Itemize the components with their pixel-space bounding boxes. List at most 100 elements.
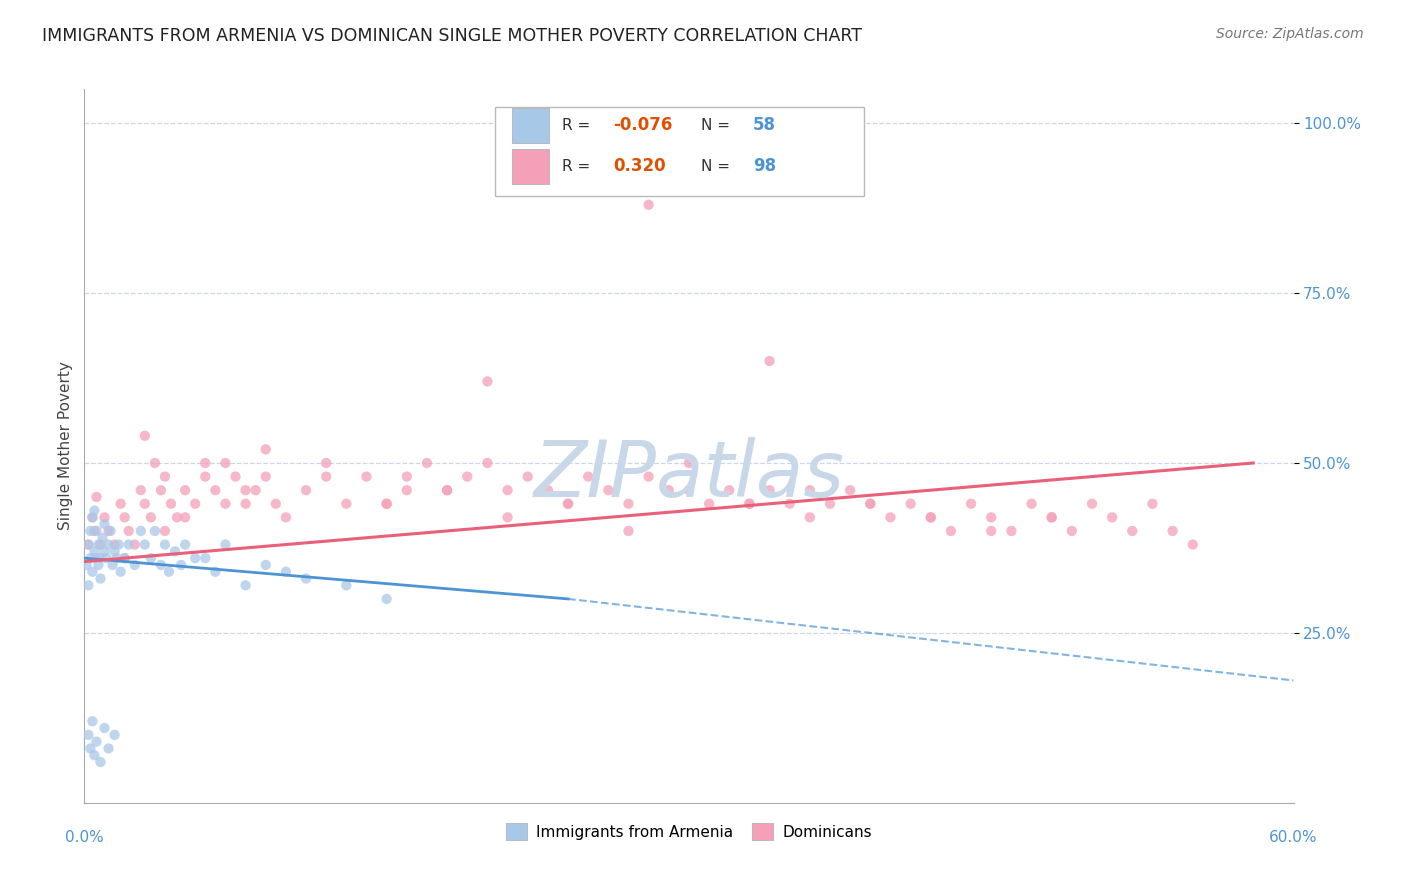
Point — [79, 741, 101, 756]
Point — [375, 497, 398, 511]
Point — [104, 537, 127, 551]
Point — [166, 510, 188, 524]
Point — [496, 483, 519, 498]
Point — [436, 483, 458, 498]
Point — [134, 497, 156, 511]
Point — [356, 469, 378, 483]
Point — [86, 734, 108, 748]
Legend: Immigrants from Armenia, Dominicans: Immigrants from Armenia, Dominicans — [499, 817, 879, 847]
Point — [738, 497, 761, 511]
Point — [758, 354, 780, 368]
Point — [93, 544, 115, 558]
Point — [254, 558, 277, 572]
Point — [153, 469, 176, 483]
Point — [114, 551, 136, 566]
Point — [254, 469, 277, 483]
Point — [576, 469, 599, 483]
Point — [77, 537, 100, 551]
Point — [104, 728, 127, 742]
Text: -0.076: -0.076 — [613, 116, 672, 134]
Point — [678, 483, 700, 498]
Point — [637, 198, 659, 212]
Point — [114, 510, 136, 524]
Point — [160, 497, 183, 511]
Point — [139, 551, 162, 566]
Point — [235, 483, 257, 498]
Point — [274, 565, 297, 579]
Point — [89, 572, 111, 586]
Point — [170, 558, 193, 572]
Point — [1000, 524, 1022, 538]
Point — [315, 469, 337, 483]
Point — [1021, 497, 1043, 511]
Point — [496, 510, 519, 524]
Point — [114, 551, 136, 566]
Point — [1060, 524, 1083, 538]
Point — [96, 551, 118, 566]
Text: R =: R = — [562, 159, 595, 174]
Point — [477, 375, 499, 389]
Point — [97, 741, 120, 756]
Point — [86, 490, 108, 504]
Point — [658, 483, 681, 498]
Point — [79, 524, 101, 538]
Point — [678, 456, 700, 470]
Point — [799, 483, 821, 498]
Point — [134, 429, 156, 443]
Text: 60.0%: 60.0% — [1270, 830, 1317, 845]
Point — [174, 483, 197, 498]
Point — [93, 721, 115, 735]
Point — [204, 483, 226, 498]
Point — [395, 483, 418, 498]
Point — [939, 524, 962, 538]
Point — [697, 497, 720, 511]
Point — [134, 537, 156, 551]
Point — [416, 456, 439, 470]
Point — [315, 456, 337, 470]
Point — [375, 497, 398, 511]
Point — [214, 537, 236, 551]
Point — [157, 565, 180, 579]
Point — [79, 551, 101, 566]
Point — [194, 456, 217, 470]
Point — [537, 483, 560, 498]
Point — [900, 497, 922, 511]
Point — [82, 714, 104, 729]
Point — [516, 469, 538, 483]
Point — [82, 565, 104, 579]
Point — [375, 591, 398, 606]
Point — [89, 537, 111, 551]
Point — [214, 497, 236, 511]
Point — [859, 497, 882, 511]
Point — [738, 497, 761, 511]
Point — [1161, 524, 1184, 538]
Point — [110, 565, 132, 579]
Point — [557, 497, 579, 511]
Point — [83, 524, 105, 538]
Point — [129, 483, 152, 498]
Point — [118, 537, 141, 551]
Text: ZIPatlas: ZIPatlas — [533, 436, 845, 513]
Point — [598, 483, 620, 498]
Point — [274, 510, 297, 524]
Point — [980, 510, 1002, 524]
Text: IMMIGRANTS FROM ARMENIA VS DOMINICAN SINGLE MOTHER POVERTY CORRELATION CHART: IMMIGRANTS FROM ARMENIA VS DOMINICAN SIN… — [42, 27, 862, 45]
Point — [118, 524, 141, 538]
Point — [194, 551, 217, 566]
Point — [235, 497, 257, 511]
Point — [174, 510, 197, 524]
Point — [97, 524, 120, 538]
Point — [77, 578, 100, 592]
Point — [82, 510, 104, 524]
Point — [105, 551, 128, 566]
Point — [477, 456, 499, 470]
Point — [86, 524, 108, 538]
Point — [758, 483, 780, 498]
Point — [818, 497, 841, 511]
Point — [93, 510, 115, 524]
Point — [97, 537, 120, 551]
Point — [960, 497, 983, 511]
Point — [194, 469, 217, 483]
Point — [165, 544, 187, 558]
Point — [214, 456, 236, 470]
